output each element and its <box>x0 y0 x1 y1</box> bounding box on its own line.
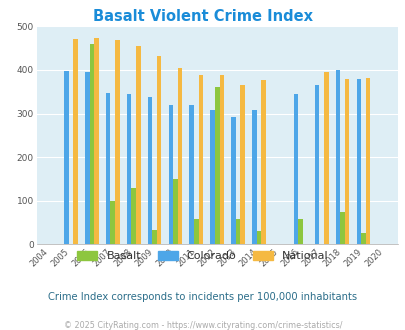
Bar <box>344 79 349 244</box>
Bar <box>339 213 344 244</box>
Text: © 2025 CityRating.com - https://www.cityrating.com/crime-statistics/: © 2025 CityRating.com - https://www.city… <box>64 321 341 330</box>
Bar <box>194 219 198 244</box>
Bar <box>298 219 302 244</box>
Bar <box>152 230 156 244</box>
Bar <box>115 40 119 244</box>
Bar <box>106 93 110 244</box>
Bar <box>323 72 328 244</box>
Bar <box>136 46 140 244</box>
Legend: Basalt, Colorado, National: Basalt, Colorado, National <box>75 248 330 263</box>
Bar <box>293 94 298 244</box>
Bar <box>64 71 68 244</box>
Bar <box>360 233 365 244</box>
Bar <box>147 97 152 244</box>
Bar <box>177 68 182 244</box>
Bar <box>252 110 256 244</box>
Bar <box>189 105 194 244</box>
Bar <box>230 116 235 244</box>
Bar <box>156 56 161 244</box>
Bar <box>210 110 214 244</box>
Bar <box>173 179 177 244</box>
Bar <box>335 70 339 244</box>
Text: Crime Index corresponds to incidents per 100,000 inhabitants: Crime Index corresponds to incidents per… <box>48 292 357 302</box>
Bar <box>219 75 224 244</box>
Bar <box>90 44 94 244</box>
Bar <box>73 40 78 244</box>
Bar <box>261 81 265 244</box>
Bar <box>356 79 360 244</box>
Bar <box>198 75 203 244</box>
Bar <box>214 87 219 244</box>
Bar <box>256 231 261 244</box>
Bar <box>85 72 90 244</box>
Bar <box>240 85 244 244</box>
Bar <box>94 38 98 244</box>
Bar <box>126 94 131 244</box>
Bar <box>131 187 136 244</box>
Text: Basalt Violent Crime Index: Basalt Violent Crime Index <box>93 9 312 24</box>
Bar <box>365 78 369 244</box>
Bar <box>168 105 173 244</box>
Bar <box>110 201 115 244</box>
Bar <box>235 219 240 244</box>
Bar <box>314 85 319 244</box>
